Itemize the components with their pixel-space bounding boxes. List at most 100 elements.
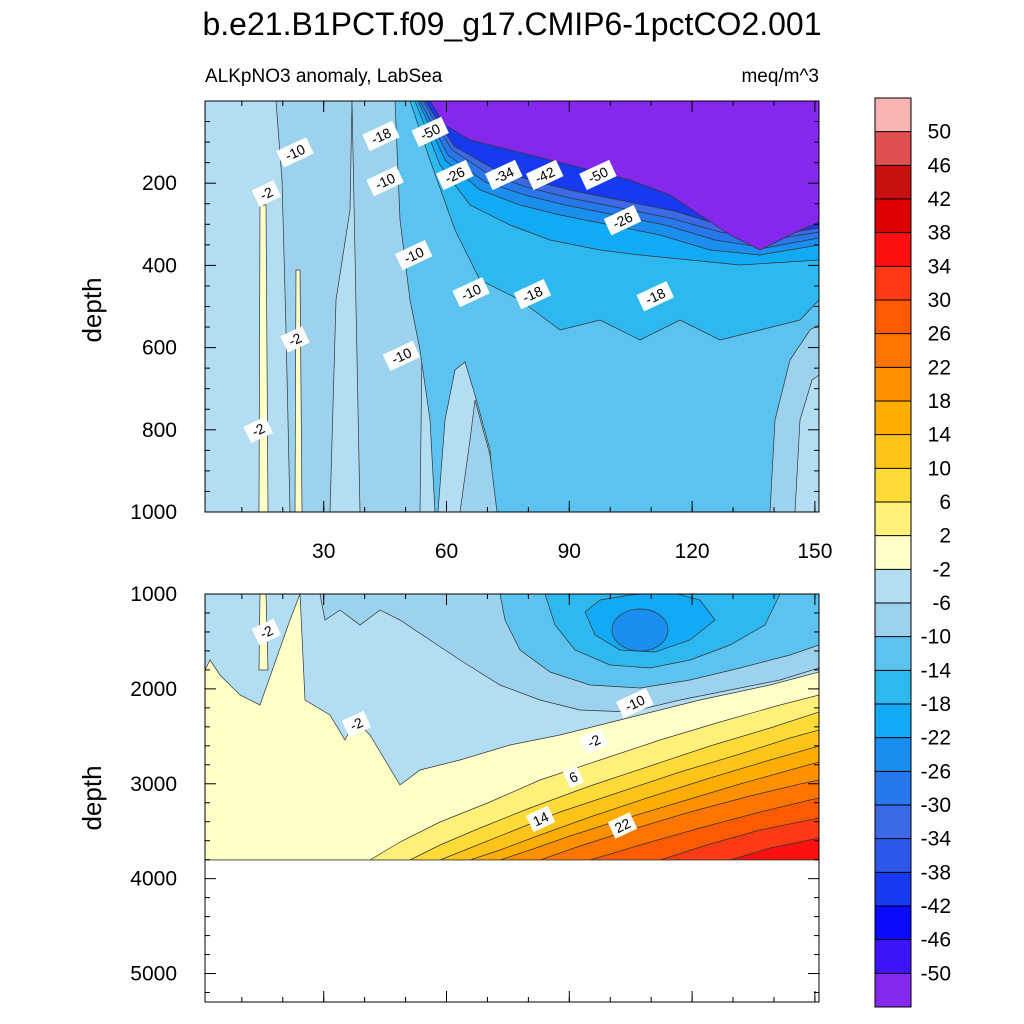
colorbar-label: 10: [928, 457, 951, 480]
colorbar-swatch: [875, 131, 911, 166]
upper-contour-label: -50: [411, 116, 449, 147]
colorbar-label: -6: [932, 592, 951, 615]
colorbar-label: 34: [928, 255, 952, 278]
colorbar-label: 38: [928, 222, 951, 245]
upper-contour-label-text: -18: [368, 124, 393, 147]
lower-contour-label: -2: [251, 618, 282, 646]
upper-contour-label-bg: [603, 205, 642, 236]
upper-contour-label-bg: [411, 116, 449, 147]
colorbar-label: 30: [928, 289, 951, 312]
colorbar-label: 42: [928, 188, 951, 211]
upper-contour-label-text: -50: [418, 120, 443, 143]
lower-ticks: 1000 2000 3000 4000 5000: [130, 583, 819, 1002]
colorbar-label: -46: [921, 929, 951, 952]
lower-contour-fill: [205, 594, 819, 1002]
lower-y-tick-label: 4000: [130, 868, 177, 891]
lower-contour-label: -2: [579, 727, 609, 755]
lower-contour-label: -2: [341, 710, 372, 738]
colorbar-label: -34: [921, 828, 952, 851]
upper-contour-label-bg: [636, 281, 675, 312]
colorbar-swatch: [875, 670, 911, 705]
upper-contour-label: -50: [579, 159, 617, 191]
upper-contour-label: -2: [280, 326, 310, 353]
upper-contour-label: -18: [362, 120, 400, 152]
upper-left-label: ALKpNO3 anomaly, LabSea: [205, 66, 443, 87]
lower-contour-labels: -2 -10 -2 -2 6 14 22: [251, 618, 654, 839]
upper-contour-label: -34: [485, 159, 523, 191]
lower-contour-label-bg: [562, 765, 585, 789]
colorbar-label: -2: [932, 558, 951, 581]
lower-y-tick-label: 1000: [130, 583, 177, 606]
upper-contour-label: -10: [366, 166, 404, 197]
upper-contour-labels: -10-18 -50-2-10 -26 -34 -42 -50-26-10-10 -18 -1…: [243, 116, 675, 444]
colorbar-label: 14: [928, 424, 952, 447]
colorbar-swatch: [875, 771, 911, 806]
upper-contour-label-bg: [525, 159, 564, 191]
upper-x-tick-label: 60: [435, 540, 458, 563]
colorbar-swatch: [875, 939, 911, 974]
upper-y-tick-label: 800: [142, 419, 177, 442]
upper-contour-label-text: -18: [520, 283, 545, 306]
colorbar: 50 46 42 38 34 30 26 22 18 14 10 6 2 -2 -6 -10 -14 -18 -22…: [874, 97, 952, 1008]
colorbar-swatch: [875, 805, 911, 840]
lower-contour-label-text: 22: [612, 815, 633, 836]
upper-band-plus2-streak-a: [258, 204, 269, 512]
lower-contour-label: 14: [525, 805, 556, 833]
upper-contour-label-bg: [435, 159, 474, 191]
lower-contour-label: -10: [616, 687, 654, 719]
upper-contour-label-bg: [280, 326, 310, 353]
colorbar-label: 22: [928, 356, 951, 379]
upper-contour-label-bg: [382, 340, 421, 371]
upper-contour-label-text: -18: [643, 285, 668, 308]
upper-contour-label-text: -50: [585, 163, 610, 186]
colorbar-swatch: [875, 704, 911, 739]
colorbar-swatch: [875, 367, 911, 402]
upper-contour-label-bg: [452, 276, 490, 308]
colorbar-swatch: [875, 569, 911, 604]
upper-x-tick-label: 150: [797, 540, 832, 563]
colorbar-label: -42: [921, 895, 951, 918]
colorbar-swatch: [875, 603, 911, 638]
lower-contour-label-text: 14: [530, 808, 551, 829]
upper-band-right-edge-light: [794, 374, 819, 512]
colorbar-label: 26: [928, 323, 951, 346]
upper-contour-label: -10: [452, 276, 490, 308]
upper-contour-label-bg: [366, 166, 404, 197]
lower-y-tick-label: 3000: [130, 773, 177, 796]
colorbar-label: -22: [921, 727, 951, 750]
upper-band-minus10-mid: [459, 399, 498, 512]
colorbar-label: -30: [921, 794, 951, 817]
colorbar-swatch: [875, 401, 911, 436]
colorbar-swatch: [875, 232, 911, 267]
colorbar-swatch: [875, 737, 911, 772]
colorbar-swatch: [875, 535, 911, 570]
upper-contour-label: -18: [513, 279, 552, 310]
lower-y-tick-label: 2000: [130, 678, 177, 701]
upper-x-tick-label: 120: [675, 540, 710, 563]
colorbar-swatch: [875, 333, 911, 368]
upper-y-tick-label: 1000: [130, 501, 177, 524]
colorbar-label: -38: [921, 861, 951, 884]
upper-band-minus50: [429, 101, 819, 251]
upper-contour-label-text: -10: [373, 170, 398, 193]
upper-contour-label: -18: [636, 281, 675, 312]
lower-ylabel: depth: [77, 765, 107, 830]
upper-contour-label-bg: [251, 180, 282, 207]
upper-contour-label-text: -42: [532, 163, 557, 186]
colorbar-label: 18: [928, 390, 951, 413]
colorbar-frame: [874, 97, 912, 1008]
colorbar-label: -26: [921, 760, 951, 783]
upper-contour-label: -42: [525, 159, 564, 191]
upper-contour-label-text: -10: [401, 244, 426, 267]
upper-y-tick-label: 200: [142, 172, 177, 195]
upper-panel: ALKpNO3 anomaly, LabSea meq/m^3: [77, 66, 832, 563]
lower-panel: 1000 2000 3000 4000 5000 -2 -10 -2 -2 6 14 22 dept…: [77, 583, 820, 1003]
lower-contour-label-bg: [616, 687, 654, 719]
lower-contour-label-bg: [525, 805, 556, 833]
colorbar-label: 2: [939, 525, 951, 548]
colorbar-swatch: [875, 872, 911, 907]
lower-plot-frame: [204, 593, 820, 1003]
colorbar-label: -50: [921, 962, 951, 985]
upper-y-tick-label: 400: [142, 254, 177, 277]
lower-band-minus22: [611, 608, 669, 652]
